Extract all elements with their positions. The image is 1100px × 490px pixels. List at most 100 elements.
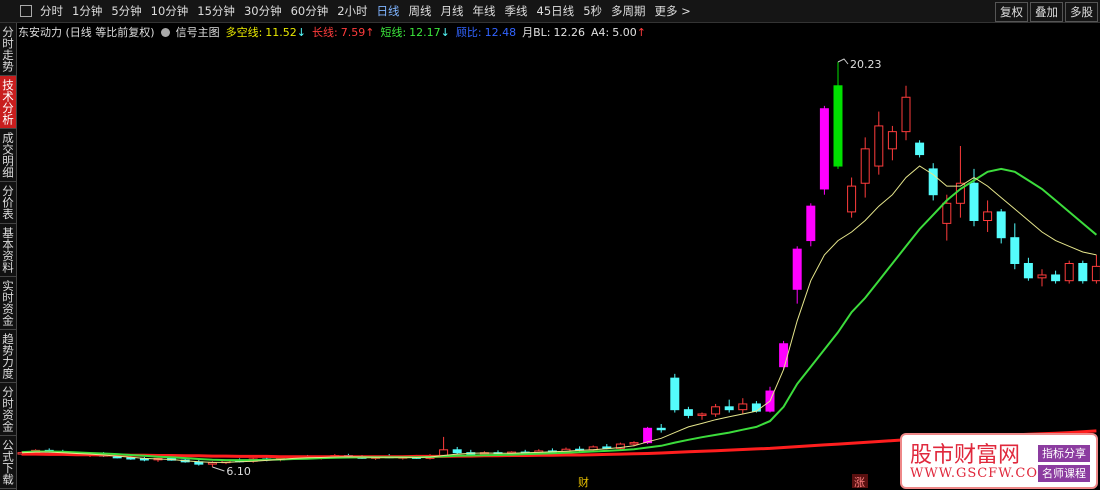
indicator-arrow: ↑ <box>365 26 375 39</box>
period-tab[interactable]: 30分钟 <box>243 4 282 18</box>
candle-body <box>792 248 802 290</box>
candle-body <box>670 377 680 411</box>
indicator-value: 12.26 <box>553 26 586 39</box>
high-pointer <box>837 58 849 65</box>
candle-body <box>860 148 870 184</box>
candle-body <box>629 442 639 445</box>
indicator-name[interactable]: 信号主图 <box>175 26 220 39</box>
period-tab[interactable]: 分时 <box>40 4 63 18</box>
period-tab[interactable]: 1分钟 <box>72 4 103 18</box>
period-tab[interactable]: 45日线 <box>536 4 575 18</box>
indicator-label: 月BL: <box>522 26 551 39</box>
indicator-label: 短线: <box>380 26 407 39</box>
sidebar-tab[interactable]: 分时资金 <box>0 383 16 436</box>
period-tab[interactable]: 更多 > <box>654 4 691 18</box>
sidebar-tab[interactable]: 基本资料 <box>0 224 16 277</box>
candle-body <box>1037 274 1047 279</box>
candle-body <box>806 205 816 242</box>
indicator-arrow: ↓ <box>296 26 307 39</box>
period-tab[interactable]: 日线 <box>376 4 400 18</box>
sidebar-tab[interactable]: 技术分析 <box>0 76 16 129</box>
sidebar-tab[interactable]: 分时走势 <box>0 23 16 76</box>
candle-body <box>724 406 734 411</box>
candle-body <box>942 202 952 224</box>
period-tab[interactable]: 10分钟 <box>150 4 189 18</box>
toolbar-button[interactable]: 复权 <box>995 2 1028 22</box>
low-pointer <box>212 466 225 472</box>
candle-body <box>819 108 829 190</box>
sidebar-tab[interactable]: 成交明细 <box>0 129 16 182</box>
candle-body <box>1091 265 1100 282</box>
candle-body <box>996 211 1006 239</box>
indicator-legend: 东安动力 (日线 等比前复权) 信号主图 多空线: 11.52↓ 长线: 7.59↑ 短… <box>18 24 646 40</box>
indicator-value: 7.59 <box>340 26 366 39</box>
stock-title: 东安动力 (日线 等比前复权) <box>18 26 155 39</box>
period-tab[interactable]: 月线 <box>440 4 464 18</box>
indicator-item: 长线: 7.59↑ <box>312 24 374 40</box>
candle-body <box>207 462 217 465</box>
indicator-item: 短线: 12.17↓ <box>380 24 449 40</box>
candle-body <box>874 125 884 167</box>
toolbar-button[interactable]: 叠加 <box>1030 2 1063 22</box>
candle-body <box>887 131 897 150</box>
sidebar-tab[interactable]: 分价表 <box>0 182 16 224</box>
period-tabs: 分时 1分钟 5分钟 10分钟 15分钟 30分钟 60分钟 2小时 日线 周线 月线 年线 季线 45日… <box>40 3 691 19</box>
candle-body <box>751 403 761 412</box>
watermark-site: 股市财富网 <box>910 443 1021 468</box>
candle-body <box>901 96 911 133</box>
candle-body <box>928 168 938 196</box>
low-label: 6.10 <box>226 465 251 478</box>
candle-body <box>738 403 748 411</box>
candle-body <box>126 457 136 460</box>
period-tab[interactable]: 多周期 <box>611 4 646 18</box>
period-tab[interactable]: 年线 <box>472 4 496 18</box>
toolbar-buttons: 复权 叠加 多股 <box>993 2 1098 22</box>
toolbar-button[interactable]: 多股 <box>1065 2 1098 22</box>
candle-body <box>643 427 653 444</box>
candle-body <box>683 409 693 416</box>
candle-body <box>439 449 449 457</box>
moving-average-line <box>21 167 1098 462</box>
indicator-arrow: ↓ <box>440 26 450 39</box>
watermark-tag: 名师课程 <box>1038 465 1090 482</box>
watermark-tag: 指标分享 <box>1038 445 1090 462</box>
candle-body <box>847 185 857 213</box>
candle-body <box>1064 262 1074 282</box>
moving-average-line <box>21 165 1097 463</box>
candle-body <box>833 85 843 167</box>
indicator-item: 多空线: 11.52↓ <box>226 24 306 40</box>
indicator-value: 12.17 <box>409 26 441 39</box>
period-tab[interactable]: 5分钟 <box>111 4 142 18</box>
event-marker: 财 <box>578 475 589 489</box>
indicator-label: 顾比: <box>455 26 482 39</box>
candle-body <box>656 427 666 431</box>
sidebar-tab[interactable]: 趋势力度 <box>0 330 16 383</box>
sidebar-tab[interactable]: 实时资金 <box>0 277 16 330</box>
indicator-label: 长线: <box>312 26 338 39</box>
indicator-arrow: ↑ <box>636 25 646 39</box>
period-tab[interactable]: 60分钟 <box>290 4 329 18</box>
menu-icon[interactable] <box>20 5 32 17</box>
candle-body <box>983 211 993 222</box>
period-tab[interactable]: 5秒 <box>583 4 603 18</box>
candle-body <box>452 449 462 454</box>
candle-body <box>615 443 625 449</box>
sidebar-tab[interactable]: 公式下载 <box>0 436 16 489</box>
candle-body <box>969 182 979 222</box>
candle-body <box>915 142 925 156</box>
high-label: 20.23 <box>850 58 882 71</box>
period-tab[interactable]: 季线 <box>504 4 528 18</box>
indicator-value: 12.48 <box>484 26 517 39</box>
candle-body <box>697 413 707 416</box>
toolbar: 分时 1分钟 5分钟 10分钟 15分钟 30分钟 60分钟 2小时 日线 周线 月线 年线 季线 45日… <box>0 0 1100 23</box>
period-tab[interactable]: 2小时 <box>337 4 368 18</box>
candle-body <box>1010 237 1020 264</box>
candle-body <box>1023 262 1033 279</box>
event-marker-bg <box>852 474 868 488</box>
period-tab[interactable]: 周线 <box>408 4 432 18</box>
period-tab[interactable]: 15分钟 <box>197 4 235 18</box>
indicator-item: A4: 5.00↑ <box>591 26 646 39</box>
sidebar: 分时走势 技术分析 成交明细 分价表 基本资料 实时资金 趋势力度 分时资金 公式下载 <box>0 23 17 490</box>
indicator-toggle[interactable] <box>160 27 170 37</box>
indicator-label: 多空线: <box>225 26 263 39</box>
